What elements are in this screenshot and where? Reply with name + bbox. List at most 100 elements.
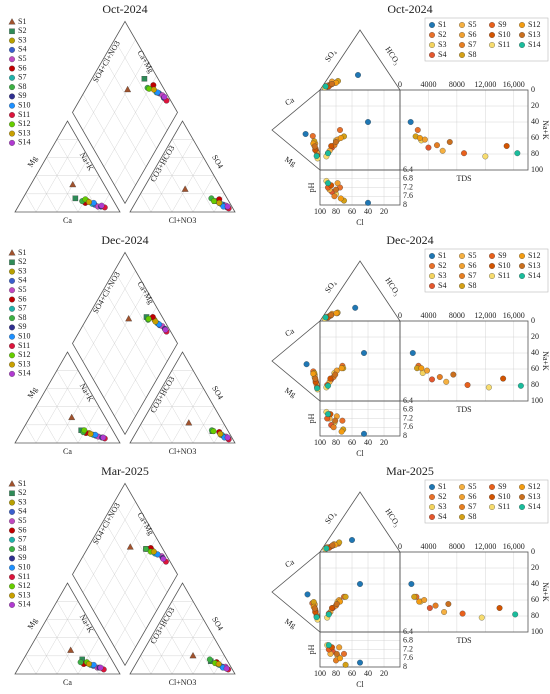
point <box>86 661 92 667</box>
legend-label: S4 <box>438 281 446 290</box>
point <box>489 253 495 259</box>
legend-label: S10 <box>498 30 510 39</box>
point <box>443 378 450 385</box>
x-tick-label: 8000 <box>449 311 465 320</box>
point <box>9 343 15 349</box>
point <box>459 494 465 500</box>
grid-line <box>114 39 168 131</box>
point <box>459 273 465 279</box>
point <box>464 382 471 388</box>
x-tick-label: 100 <box>314 207 326 216</box>
axis-label: Cl+NO3 <box>169 447 197 456</box>
point <box>436 374 443 380</box>
point <box>9 564 15 571</box>
x-tick-label: 12,000 <box>474 542 496 551</box>
x-tick-label: 0 <box>398 542 402 551</box>
cation-triangle <box>14 582 121 675</box>
point <box>327 375 334 382</box>
axis-label: HCO₃ <box>383 45 402 67</box>
point <box>429 22 435 28</box>
point <box>314 385 321 392</box>
legend-label: S11 <box>18 341 30 350</box>
y-tick-label: 100 <box>531 396 543 405</box>
grid-line <box>56 139 100 213</box>
legend-label: S11 <box>498 271 510 280</box>
axis-label: Ca <box>63 447 72 456</box>
legend-label: S5 <box>468 20 476 29</box>
axis-label: Ca <box>284 95 297 107</box>
point <box>349 537 355 543</box>
x-tick-label: 12,000 <box>474 80 496 89</box>
y-tick-label: 20 <box>531 101 539 110</box>
point <box>330 424 337 431</box>
point <box>9 592 15 599</box>
legend-label: S7 <box>468 271 476 280</box>
legend-label: S9 <box>498 482 506 491</box>
point <box>9 65 15 72</box>
grid-line <box>150 601 194 675</box>
ph-panel <box>319 400 401 437</box>
x-tick-label: 8000 <box>449 542 465 551</box>
point <box>72 195 79 202</box>
point <box>338 365 345 372</box>
legend-label: S14 <box>18 369 30 378</box>
point <box>342 661 349 668</box>
x-tick-label: 80 <box>332 669 340 678</box>
x-tick-label: 60 <box>348 207 356 216</box>
point <box>519 273 525 279</box>
axis-label: SO4+Cl+NO3 <box>91 270 122 315</box>
point <box>9 583 15 590</box>
point <box>303 361 310 368</box>
point <box>429 376 435 383</box>
legend-label: S11 <box>498 40 510 49</box>
legend-label: S13 <box>528 492 540 501</box>
axis-label: Na+K <box>541 351 550 371</box>
y-tick-label: 100 <box>531 165 543 174</box>
legend-label: S12 <box>18 581 30 590</box>
legend-label: S12 <box>18 350 30 359</box>
point <box>126 543 134 550</box>
legend-label: S3 <box>18 35 26 44</box>
legend-label: S11 <box>18 110 30 119</box>
point <box>325 642 332 649</box>
point <box>459 22 465 28</box>
axis-label: pH <box>307 644 316 654</box>
axis-label: Na+K <box>78 151 96 173</box>
point <box>9 28 15 35</box>
y-tick-label: 7.2 <box>403 644 413 653</box>
legend-label: S2 <box>438 261 446 270</box>
grid-line <box>150 370 194 444</box>
legend-label: S1 <box>18 248 26 257</box>
legend-label: S9 <box>498 20 506 29</box>
x-tick-label: 40 <box>364 207 372 216</box>
point <box>489 42 495 48</box>
axis-label: HCO₃ <box>383 276 402 298</box>
point <box>426 605 433 611</box>
point <box>86 199 92 205</box>
point <box>9 46 15 53</box>
point <box>489 273 495 279</box>
y-tick-label: 60 <box>531 595 539 604</box>
axis-label: Mg <box>283 155 297 168</box>
legend-label: S13 <box>528 30 540 39</box>
grid-line <box>171 601 215 675</box>
legend-label: S8 <box>18 82 26 91</box>
legend-box <box>424 248 549 293</box>
point <box>519 22 525 28</box>
legend-label: S10 <box>18 563 30 572</box>
grid-line <box>114 501 168 593</box>
anion-triangle <box>129 582 236 675</box>
y-tick-label: 7.2 <box>403 413 413 422</box>
point <box>429 484 435 490</box>
grid-line <box>114 556 168 648</box>
x-tick-label: 0 <box>398 80 402 89</box>
point <box>9 555 15 562</box>
point <box>328 143 335 149</box>
point <box>500 375 507 382</box>
grid-line <box>82 39 136 131</box>
y-tick-label: 7.6 <box>403 191 413 200</box>
legend-label: S6 <box>18 525 26 534</box>
legend-label: S8 <box>468 50 476 59</box>
y-tick-label: 8 <box>403 431 407 440</box>
point <box>9 130 15 137</box>
